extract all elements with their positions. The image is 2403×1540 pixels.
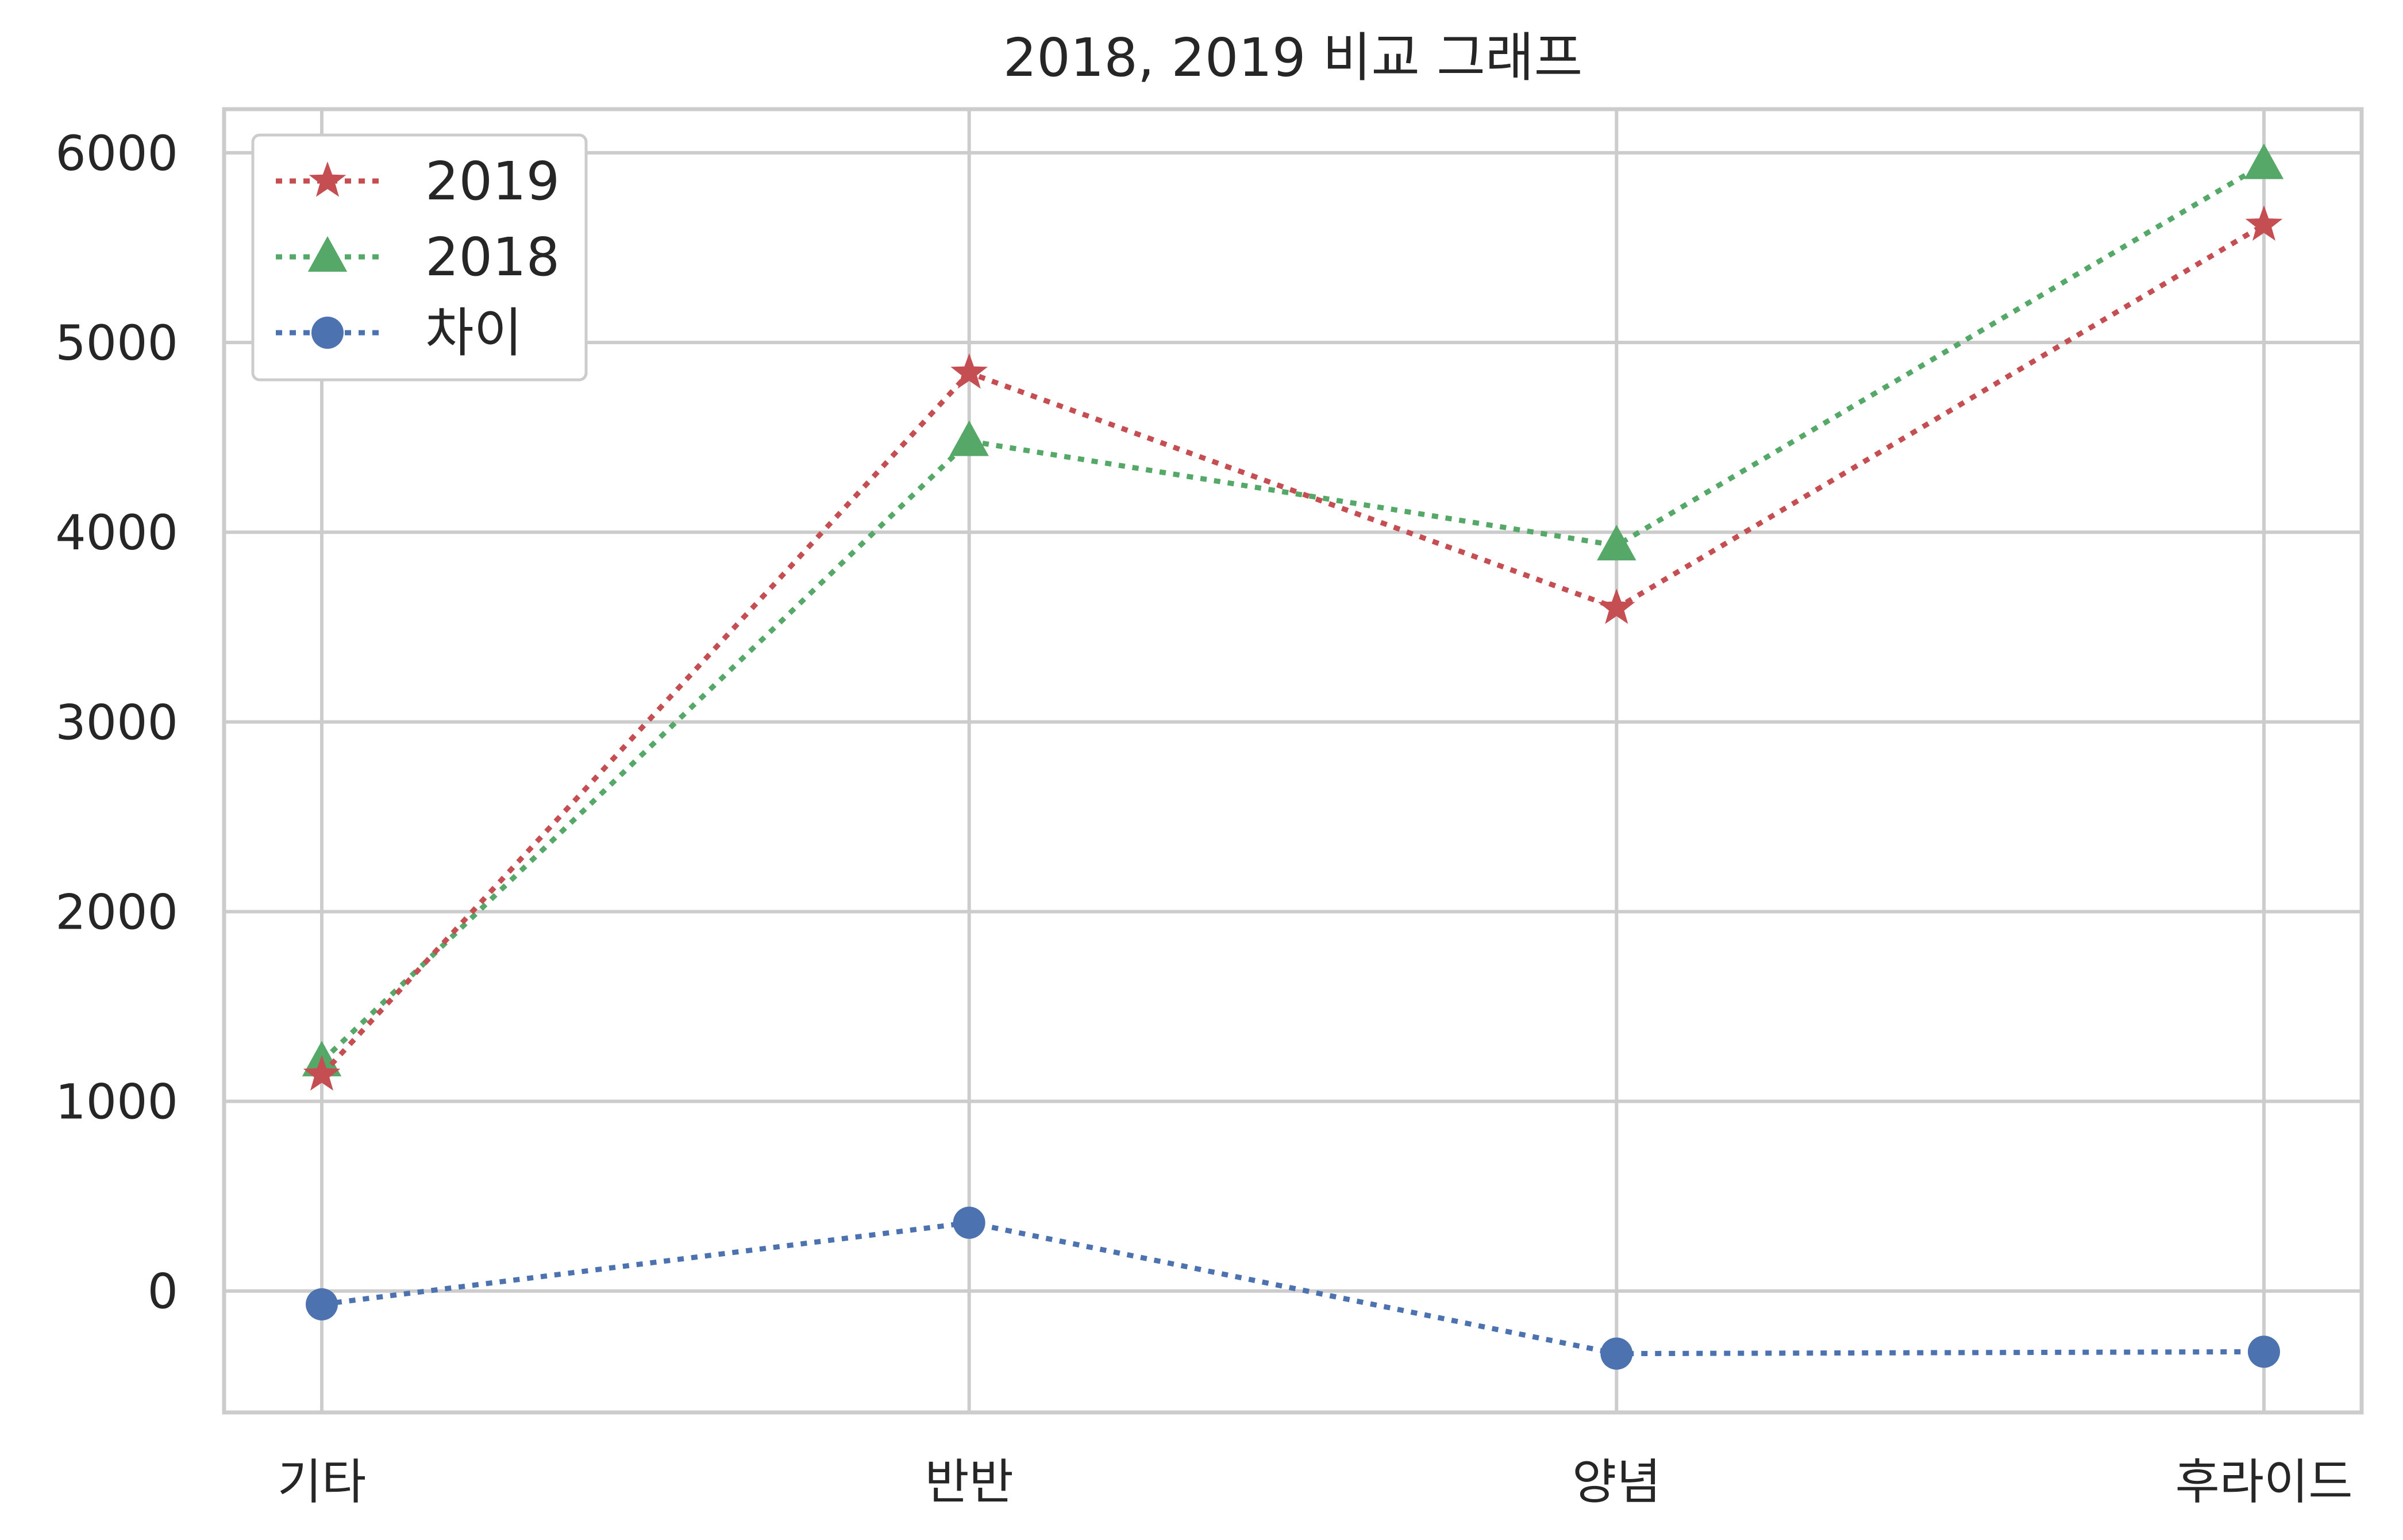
legend-marker [309,161,346,197]
data-point-marker [2245,205,2283,241]
chart-title: 2018, 2019 비교 그래프 [1003,27,1582,88]
y-tick-label: 1000 [55,1074,178,1130]
legend-box [251,133,588,382]
series-line [321,1220,2265,1357]
data-point-marker [306,1288,338,1320]
legend-entry[interactable]: 2019 [276,151,560,212]
legend-label: 2018 [425,226,560,288]
y-tick-label: 4000 [55,505,178,561]
series-3 [306,1206,2280,1370]
x-tick-label: 양념 [1572,1454,1661,1510]
series-group [302,143,2284,1370]
x-tick-label: 반반 [925,1454,1014,1510]
legend-marker [311,317,344,349]
data-point-marker [1597,525,1636,561]
x-tick-label: 기타 [278,1454,367,1510]
legend-label: 차이 [425,302,522,364]
data-point-marker [2244,143,2284,179]
series-line [319,222,2266,1077]
data-point-marker [2248,1335,2280,1368]
y-tick-label: 2000 [55,884,178,940]
y-tick-label: 3000 [55,694,178,750]
y-tick-label: 0 [148,1264,178,1320]
data-point-marker [949,420,989,456]
legend-label: 2019 [425,151,560,212]
data-point-marker [953,1206,985,1239]
y-tick-label: 6000 [55,125,178,182]
data-point-marker [1598,588,1635,624]
legend-marker [307,236,348,272]
y-tick-label: 5000 [55,315,178,371]
plot-area-frame [222,107,2364,1415]
legend-entry[interactable]: 차이 [276,302,522,364]
legend[interactable]: 2019 2018 차이 [251,133,588,382]
tick-labels: 0 1000 2000 3000 4000 5000 6000 기타 반반 양념 후라이드 [55,125,2352,1510]
x-tick-label: 후라이드 [2175,1454,2352,1510]
data-point-marker [950,353,988,389]
series-1 [303,205,2283,1091]
legend-entry[interactable]: 2018 [276,226,560,288]
series-2 [302,143,2284,1077]
data-point-marker [303,1055,341,1091]
data-point-marker [1600,1337,1633,1370]
